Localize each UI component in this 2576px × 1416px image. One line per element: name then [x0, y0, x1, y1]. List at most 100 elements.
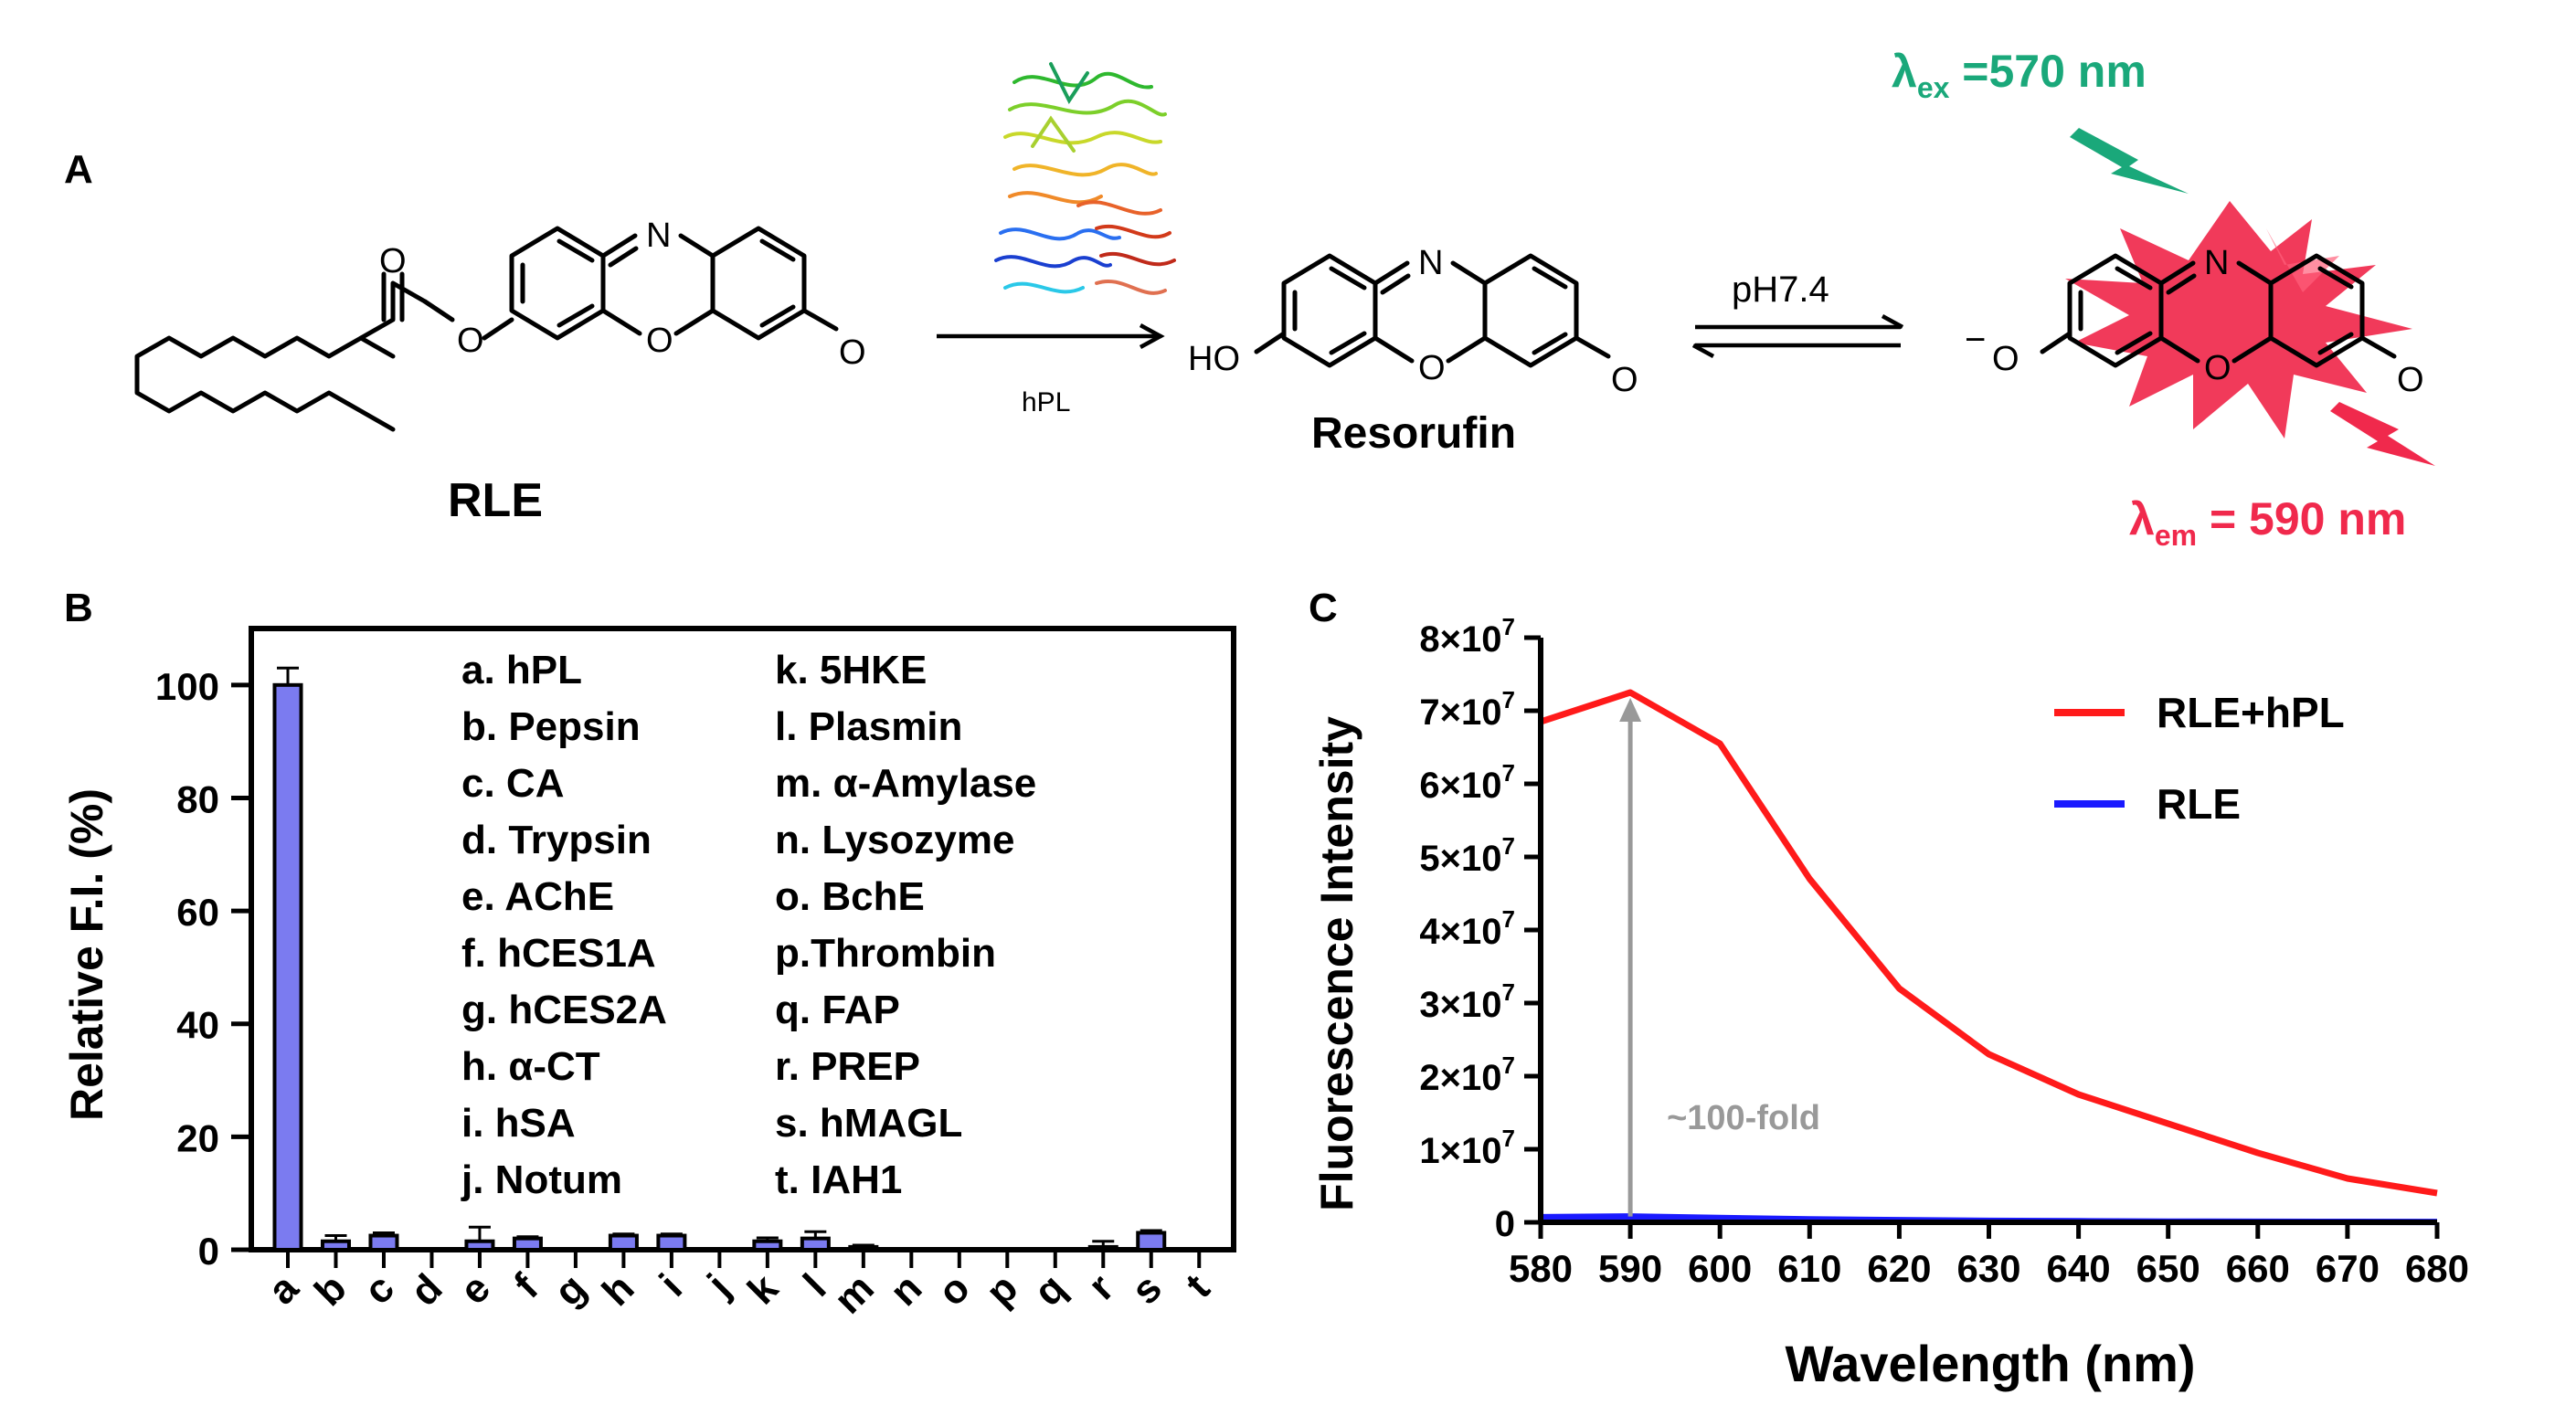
rle-atom-o-ester: O	[457, 322, 484, 360]
anion-o-label: O	[1992, 340, 2019, 378]
panel-c-x-tick-label: 580	[1509, 1247, 1573, 1290]
panel-b-bar	[656, 1233, 687, 1252]
panel-b-enzyme-legend: a. hPL b. Pepsin c. CA d. Trypsin e. AChE f. …	[461, 648, 1036, 1202]
panel-c-y-tick-label: 4×107	[1419, 905, 1515, 952]
panel-b-legend-entry: c. CA	[461, 761, 564, 806]
panel-b-x-tick-label: f	[505, 1265, 546, 1306]
resorufin-ho-label: HO	[1188, 340, 1240, 378]
enzyme-label: hPL	[1022, 387, 1070, 417]
panel-b-bar	[800, 1236, 831, 1252]
panel-b-x-tick-label: a	[260, 1265, 307, 1313]
panel-b-legend-entry: r. PREP	[775, 1044, 920, 1089]
panel-b-y-tick-label: 40	[176, 1004, 219, 1047]
panel-b-y-tick-label: 60	[176, 891, 219, 934]
lambda-em-label: λem = 590 nm	[2129, 493, 2406, 552]
panel-b-y-tick-label: 80	[176, 777, 219, 820]
panel-c-legend-label: RLE	[2157, 780, 2241, 828]
panel-b-bar	[272, 682, 303, 1252]
panel-b-legend-entry: f. hCES1A	[461, 931, 656, 976]
panel-b-y-tick-label: 0	[198, 1230, 219, 1273]
panel-c-y-tick-label: 3×107	[1419, 978, 1515, 1025]
panel-b-bar	[368, 1233, 399, 1252]
panel-a-label: A	[64, 147, 93, 192]
resorufin-structure	[1254, 253, 1611, 368]
panel-b-x-tick-label: i	[652, 1265, 691, 1305]
panel-c-y-tick-label: 6×107	[1419, 759, 1515, 806]
panel-c-y-tick-label: 7×107	[1419, 686, 1515, 733]
panel-b-legend-entry: b. Pepsin	[461, 704, 641, 749]
panel-b-x-tick-label: p	[978, 1265, 1027, 1315]
panel-b-legend-entry: n. Lysozyme	[775, 818, 1014, 862]
panel-b-legend-entry: d. Trypsin	[461, 818, 652, 862]
panel-b-x-tick-label: t	[1177, 1265, 1218, 1306]
rle-atom-n: N	[646, 217, 671, 255]
hpl-protein-illustration	[994, 62, 1176, 295]
panel-c-chart: C Fluorescence Intensity Wavelength (nm)…	[1309, 586, 2469, 1392]
anion-atom-n: N	[2204, 244, 2229, 282]
panel-b-legend-entry: p.Thrombin	[775, 931, 996, 976]
panel-b-bar	[512, 1236, 543, 1252]
panel-c-x-tick-label: 590	[1598, 1247, 1662, 1290]
panel-b-bar	[1087, 1244, 1118, 1252]
panel-c-y-tick-label: 2×107	[1419, 1051, 1515, 1098]
panel-b-x-tick-label: c	[355, 1265, 403, 1313]
panel-c-x-tick-label: 610	[1777, 1247, 1841, 1290]
panel-c-x-tick-label: 670	[2316, 1247, 2380, 1290]
panel-c-y-tick-label: 8×107	[1419, 613, 1515, 660]
excitation-bolt-icon	[2070, 128, 2189, 194]
panel-b-x-tick-label: q	[1025, 1265, 1075, 1315]
panel-c-series-line	[1539, 689, 2438, 1197]
panel-b-x-tick-label: d	[402, 1265, 451, 1315]
panel-c-x-tick-label: 660	[2226, 1247, 2290, 1290]
panel-b-legend-entry: e. AChE	[461, 874, 614, 919]
rle-atom-o-ring: O	[646, 322, 673, 360]
panel-c-fold-label: ~100-fold	[1667, 1099, 1820, 1137]
rle-atom-o-keto: O	[839, 333, 866, 372]
anion-atom-o-ring: O	[2204, 349, 2231, 387]
panel-b-bar	[1136, 1231, 1167, 1252]
panel-b-legend-entry: j. Notum	[461, 1157, 622, 1202]
resorufin-atom-n: N	[1418, 244, 1443, 282]
panel-b-x-tick-label: b	[306, 1265, 355, 1315]
panel-c-series	[1539, 689, 2438, 1226]
panel-b-x-tick-label: r	[1080, 1265, 1123, 1308]
panel-b-y-ticks: 0 20 40 60 80 100	[155, 665, 251, 1273]
panel-c-y-tick-label: 1×107	[1419, 1125, 1515, 1171]
resorufin-atom-o-keto: O	[1611, 361, 1638, 399]
panel-b-legend-entry: q. FAP	[775, 988, 900, 1032]
panel-b-x-tick-label: l	[795, 1265, 834, 1305]
panel-b-bar	[752, 1239, 783, 1252]
panel-c-legend-label: RLE+hPL	[2157, 689, 2345, 736]
anion-minus-sign: −	[1965, 320, 1986, 360]
panel-b-x-tick-label: m	[826, 1265, 883, 1322]
panel-b-legend-entry: l. Plasmin	[775, 704, 962, 749]
panel-b-legend-entry: h. α-CT	[461, 1044, 600, 1089]
panel-c-x-tick-label: 640	[2047, 1247, 2111, 1290]
panel-c-label: C	[1309, 586, 1338, 630]
panel-b-x-tick-label: e	[451, 1265, 499, 1313]
emission-bolt-icon	[2330, 402, 2435, 466]
panel-b-y-axis-title: Relative F.I. (%)	[61, 788, 112, 1121]
rle-structure	[134, 226, 839, 432]
panel-b-x-tick-label: n	[882, 1265, 931, 1315]
panel-b-x-tick-label: o	[929, 1265, 979, 1315]
anion-atom-o-keto: O	[2397, 361, 2424, 399]
panel-b-legend-entry: a. hPL	[461, 648, 582, 692]
panel-b-x-tick-label: j	[698, 1265, 738, 1305]
panel-c-legend: RLE+hPL RLE	[2054, 689, 2345, 828]
product-label: Resorufin	[1311, 409, 1516, 458]
panel-c-y-tick-label: 5×107	[1419, 832, 1515, 879]
panel-b-label: B	[64, 586, 93, 630]
panel-b-bar	[608, 1233, 639, 1252]
panel-b-legend-entry: g. hCES2A	[461, 988, 667, 1032]
panel-c-annotation: ~100-fold	[1619, 698, 1820, 1217]
panel-b-bar	[320, 1239, 351, 1252]
panel-b-bar	[848, 1244, 879, 1252]
panel-b-legend-entry: o. BchE	[775, 874, 925, 919]
panel-c-ticks: 0 1×107 2×107 3×107 4×107 5×107 6×107 7×107 8×10…	[1419, 613, 2469, 1290]
panel-c-y-axis-title: Fluorescence Intensity	[1311, 716, 1362, 1211]
panel-c-y-tick-label: 0	[1495, 1204, 1515, 1244]
panel-c-x-axis-title: Wavelength (nm)	[1785, 1335, 2195, 1392]
